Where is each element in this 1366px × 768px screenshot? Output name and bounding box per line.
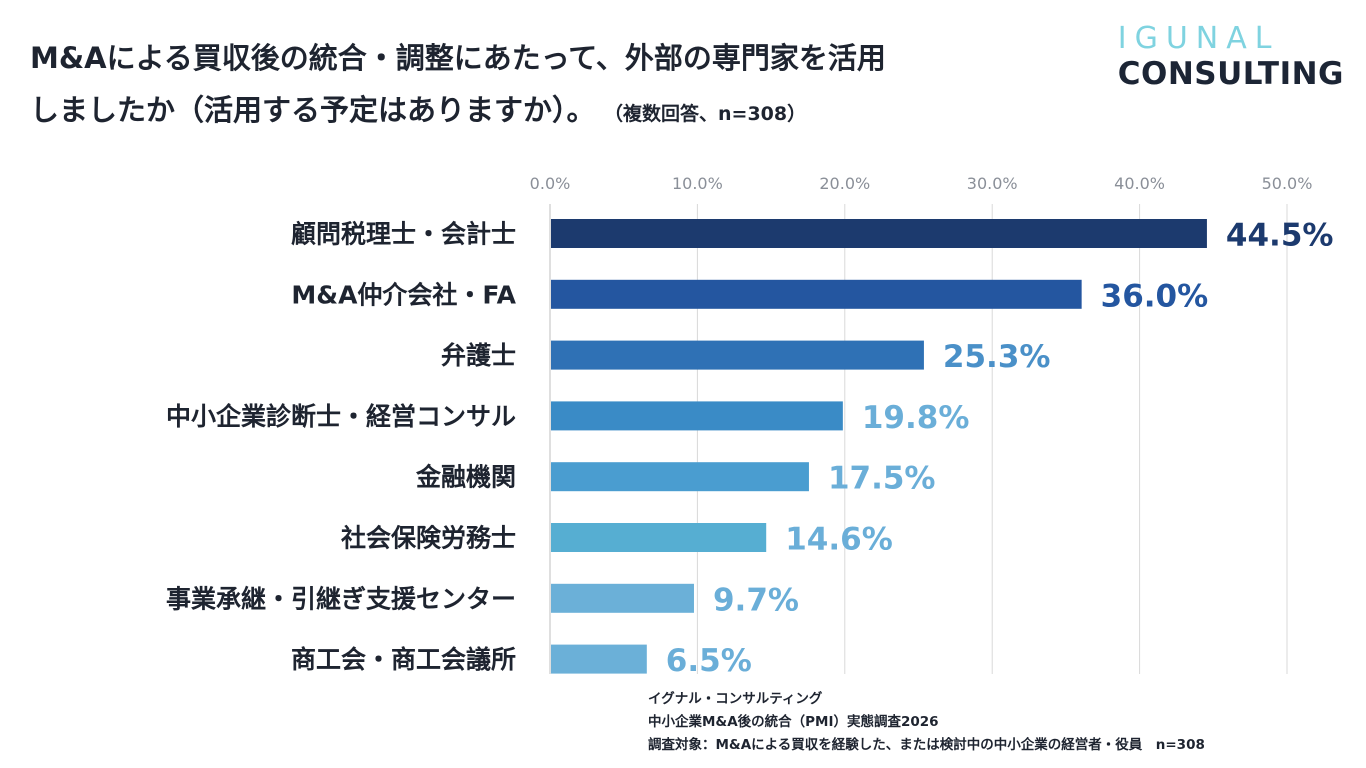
value-label: 25.3% — [943, 339, 1051, 375]
x-tick-label: 50.0% — [1262, 174, 1313, 193]
footer-line-2: 中小企業M&A後の統合（PMI）実態調査2026 — [648, 714, 939, 730]
value-label: 36.0% — [1101, 278, 1209, 314]
title-line-1: M&Aによる買収後の統合・調整にあたって、外部の専門家を活用 — [30, 41, 886, 75]
value-label: 14.6% — [785, 522, 893, 558]
bar — [551, 219, 1207, 248]
value-label: 17.5% — [828, 461, 936, 497]
category-label: 商工会・商工会議所 — [291, 645, 516, 674]
footer-line-1: イグナル・コンサルティング — [648, 691, 823, 707]
chart-title: M&Aによる買収後の統合・調整にあたって、外部の専門家を活用 しましたか（活用す… — [30, 32, 1110, 140]
value-label: 6.5% — [666, 643, 752, 679]
category-label: 事業承継・引継ぎ支援センター — [166, 584, 516, 613]
logo-line-1: IGUNAL — [1117, 21, 1280, 56]
value-label: 9.7% — [713, 582, 799, 618]
value-label: 19.8% — [862, 400, 970, 436]
bar — [551, 340, 924, 370]
x-tick-label: 0.0% — [530, 174, 571, 193]
category-label: M&A仲介会社・FA — [291, 280, 516, 309]
bar — [551, 462, 809, 492]
category-label: 金融機関 — [415, 463, 516, 492]
category-label: 中小企業診断士・経営コンサル — [166, 402, 516, 431]
x-tick-label: 10.0% — [672, 174, 723, 193]
x-tick-label: 30.0% — [967, 174, 1018, 193]
bar — [551, 583, 694, 613]
value-label: 44.5% — [1226, 218, 1334, 254]
category-label: 社会保険労務士 — [341, 524, 516, 553]
bar — [551, 523, 767, 552]
x-tick-label: 20.0% — [819, 174, 870, 193]
category-label: 顧問税理士・会計士 — [291, 220, 516, 249]
company-logo: IGUNAL CONSULTING — [1117, 21, 1344, 93]
title-note: （複数回答、n=308） — [613, 103, 807, 125]
bar — [551, 279, 1082, 309]
category-label: 弁護士 — [441, 341, 516, 370]
footer-source: イグナル・コンサルティング 中小企業M&A後の統合（PMI）実態調査2026 調… — [648, 688, 1205, 757]
title-line-2: しましたか（活用する予定はありますか）。 — [30, 93, 596, 127]
x-tick-label: 40.0% — [1114, 174, 1165, 193]
logo-line-2: CONSULTING — [1117, 56, 1344, 92]
bar — [551, 401, 843, 431]
footer-line-3: 調査対象：M&Aによる買収を経験した、または検討中の中小企業の経営者・役員 n=… — [648, 737, 1205, 753]
bar — [551, 644, 647, 674]
